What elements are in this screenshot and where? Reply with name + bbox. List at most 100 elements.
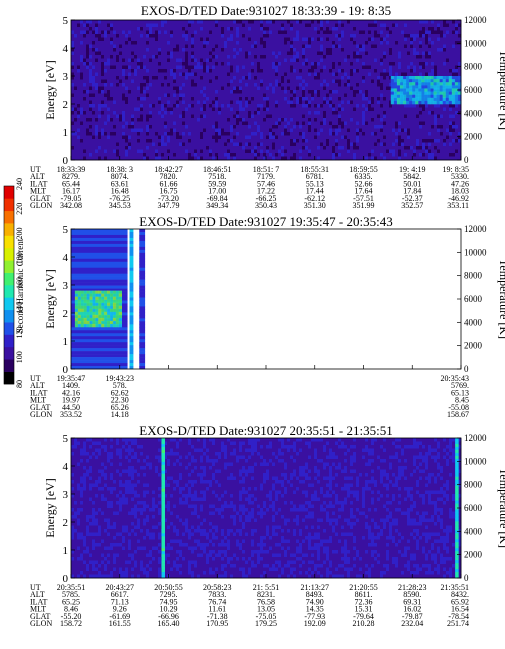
- heatmap-cell: [437, 34, 441, 38]
- heatmap-cell: [164, 23, 168, 28]
- heatmap-cell: [209, 69, 213, 73]
- heatmap-cell: [125, 65, 129, 70]
- heatmap-cell: [416, 139, 420, 143]
- heatmap-cell: [368, 72, 372, 77]
- heatmap-cell: [380, 27, 384, 31]
- heatmap-cell: [158, 90, 162, 94]
- heatmap-cell: [86, 58, 90, 63]
- heatmap-cell: [272, 111, 276, 115]
- heatmap-cell: [356, 51, 360, 56]
- heatmap-cell: [155, 156, 159, 161]
- heatmap-cell: [365, 90, 369, 94]
- heatmap-cell: [341, 118, 345, 122]
- heatmap-cell: [152, 100, 156, 105]
- colorbar-tick-label: 120: [15, 327, 24, 339]
- heatmap-cell: [323, 100, 327, 105]
- heatmap-cell: [158, 139, 162, 143]
- heatmap-cell: [329, 139, 333, 143]
- heatmap-cell: [383, 76, 387, 80]
- heatmap-cell: [368, 62, 372, 66]
- heatmap-cell: [152, 111, 156, 115]
- heatmap-cell: [266, 132, 270, 136]
- heatmap-cell: [278, 20, 282, 24]
- heatmap-cell: [101, 132, 105, 136]
- heatmap-cell: [317, 72, 321, 77]
- heatmap-cell: [248, 156, 252, 161]
- heatmap-cell: [275, 156, 279, 161]
- heatmap-cell: [131, 58, 135, 63]
- heatmap-cell: [122, 156, 126, 161]
- heatmap-cell: [95, 114, 99, 119]
- heatmap-cell: [386, 139, 390, 143]
- heatmap-cell: [374, 128, 378, 133]
- heatmap-cell: [74, 86, 78, 91]
- heatmap-cell: [326, 37, 330, 42]
- heatmap-cell: [194, 100, 198, 105]
- heatmap-cell: [386, 104, 390, 108]
- heatmap-cell: [98, 72, 102, 77]
- heatmap-cell: [191, 97, 195, 101]
- heatmap-cell: [179, 83, 183, 87]
- heatmap-cell: [428, 149, 432, 154]
- heatmap-cell: [308, 142, 312, 147]
- heatmap-cell: [386, 107, 390, 112]
- heatmap-cell: [353, 107, 357, 112]
- heatmap-cell: [116, 83, 120, 87]
- heatmap-cell: [188, 34, 192, 38]
- heatmap-cell: [419, 142, 423, 147]
- heatmap-cell: [422, 146, 426, 150]
- heatmap-cell: [191, 41, 195, 45]
- heatmap-cell: [377, 76, 381, 80]
- heatmap-cell: [242, 111, 246, 115]
- heatmap-cell: [407, 55, 411, 59]
- heatmap-cell: [95, 37, 99, 42]
- heatmap-cell: [113, 139, 117, 143]
- heatmap-cell: [212, 34, 216, 38]
- heatmap-cell: [155, 65, 159, 70]
- heatmap-cell: [98, 128, 102, 133]
- heatmap-cell: [209, 93, 213, 98]
- heatmap-cell: [401, 114, 405, 119]
- heatmap-cell: [314, 135, 318, 140]
- heatmap-cell: [221, 107, 225, 112]
- heatmap-cell: [245, 69, 249, 73]
- heatmap-cell: [98, 20, 102, 24]
- heatmap-cell: [200, 23, 204, 28]
- heatmap-cell: [197, 27, 201, 31]
- heatmap-cell: [92, 44, 96, 49]
- heatmap-cell: [176, 149, 180, 154]
- heatmap-cell: [290, 132, 294, 136]
- heatmap-cell: [149, 125, 153, 129]
- heatmap-cell: [398, 128, 402, 133]
- heatmap-cell: [275, 58, 279, 63]
- heatmap-cell: [194, 58, 198, 63]
- heatmap-cell: [371, 132, 375, 136]
- heatmap-cell: [179, 118, 183, 122]
- heatmap-cell: [251, 153, 255, 157]
- heatmap-cell: [80, 132, 84, 136]
- heatmap-cell: [179, 76, 183, 80]
- heatmap-cell: [188, 153, 192, 157]
- heatmap-cell: [314, 146, 318, 150]
- heatmap-cell: [350, 128, 354, 133]
- heatmap-cell: [377, 34, 381, 38]
- heatmap-cell: [389, 111, 393, 115]
- heatmap-cell: [359, 86, 363, 91]
- heatmap-cell: [197, 58, 201, 63]
- heatmap-cell: [323, 41, 327, 45]
- heatmap-cell: [272, 62, 276, 66]
- heatmap-cell: [341, 72, 345, 77]
- heatmap-cell: [215, 69, 219, 73]
- heatmap-cell: [221, 44, 225, 49]
- heatmap-cell: [311, 30, 315, 35]
- heatmap-cell: [128, 30, 132, 35]
- heatmap-cell: [278, 79, 282, 84]
- heatmap-cell: [365, 34, 369, 38]
- heatmap-cell: [251, 83, 255, 87]
- heatmap-cell: [251, 55, 255, 59]
- heatmap-cell: [428, 20, 432, 24]
- heatmap-cell: [353, 55, 357, 59]
- heatmap-cell: [170, 44, 174, 49]
- heatmap-cell: [278, 23, 282, 28]
- heatmap-cell: [206, 27, 210, 31]
